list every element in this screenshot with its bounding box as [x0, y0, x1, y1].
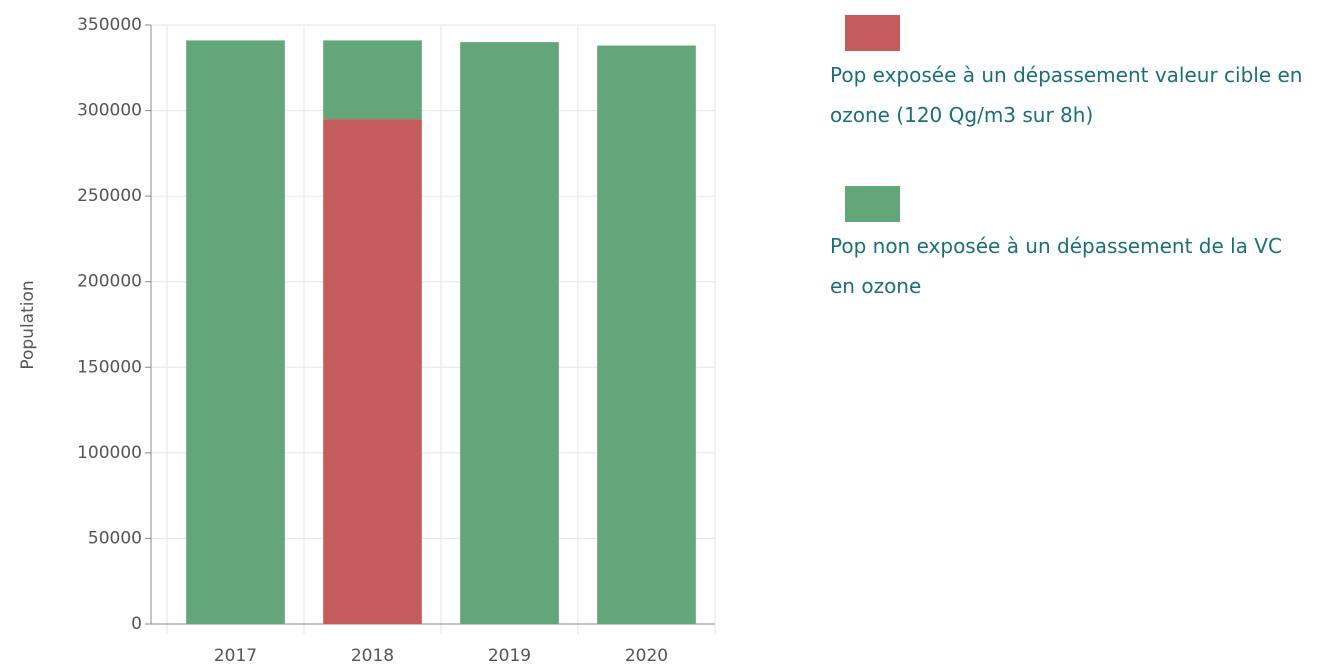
x-tick-label: 2017	[214, 646, 257, 665]
y-tick-label: 150000	[77, 357, 142, 377]
legend-label: Pop exposée à un dépassement valeur cibl…	[830, 63, 1303, 127]
bar-segment	[186, 40, 285, 625]
x-tick-label: 2019	[488, 646, 531, 665]
y-tick-label: 100000	[77, 443, 142, 463]
bar-segment	[323, 119, 422, 624]
y-tick-label: 350000	[77, 15, 142, 35]
legend-label: Pop non exposée à un dépassement de la V…	[830, 234, 1282, 298]
x-tick-label: 2020	[625, 646, 668, 665]
y-tick-label: 300000	[77, 101, 142, 121]
x-tick-label: 2018	[351, 646, 394, 665]
y-tick-label: 250000	[77, 186, 142, 206]
bar-segment	[460, 42, 559, 625]
bar-segment	[323, 40, 422, 120]
y-tick-label: 0	[131, 614, 142, 634]
y-axis-label: Population	[18, 280, 38, 369]
y-tick-label: 50000	[88, 528, 142, 548]
bar-segment	[597, 45, 696, 624]
y-tick-label: 200000	[77, 272, 142, 292]
legend-swatch	[845, 15, 900, 51]
legend-swatch	[845, 186, 900, 222]
